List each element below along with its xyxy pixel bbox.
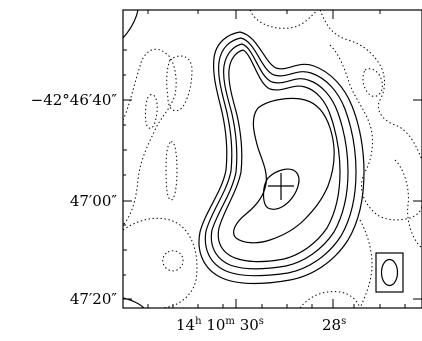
beam-ellipse [380, 258, 399, 287]
pos-contour-level-4 [217, 49, 341, 263]
pos-contour-level-5 [233, 97, 335, 244]
y-tick-label-1: −42°46′40″ [30, 91, 117, 109]
x-tick-1-m-unit: m [225, 316, 235, 327]
source-cross-marker [268, 173, 294, 200]
plot-frame [122, 9, 422, 309]
x-tick-1-hours: 14 [176, 316, 196, 334]
x-tick-label-1: 14h 10m 30s [176, 316, 264, 334]
x-tick-2-s-unit: s [341, 316, 347, 327]
pos-contour-core [262, 168, 300, 210]
corner-contour-top-left [123, 10, 139, 39]
x-tick-1-h-unit: h [195, 316, 202, 327]
neg-contour-left-lower [123, 217, 198, 308]
neg-contour-right-main [319, 10, 422, 161]
x-tick-1-s-unit: s [258, 316, 264, 327]
neg-contour-right-edge [394, 159, 422, 249]
neg-contour-right-top-blob [362, 68, 383, 97]
beam-box [375, 252, 404, 293]
y-tick-label-3: 47′20″ [69, 290, 117, 308]
pos-contour-level-3 [210, 43, 349, 270]
neg-contour-top [249, 10, 319, 29]
neg-contour-right-lower [359, 219, 373, 308]
neg-contour-left-long [123, 48, 177, 226]
neg-contour-left-thin [165, 141, 178, 201]
neg-contour-right-wave [329, 44, 422, 221]
x-tick-2-seconds: 28 [322, 316, 342, 334]
beam-indicator [375, 252, 404, 293]
axis-ticks [123, 10, 422, 308]
negative-contours [123, 10, 422, 308]
y-tick-label-2: 47′00″ [69, 192, 117, 210]
neg-contour-small-bottom [162, 250, 184, 272]
positive-contours [198, 31, 365, 285]
pos-contour-level-2 [204, 37, 357, 277]
neg-contour-bottom-right [299, 291, 361, 308]
pos-contour-level-1 [198, 31, 365, 285]
x-tick-1-seconds: 30 [239, 316, 259, 334]
neg-contour-left-blob [166, 55, 193, 112]
x-tick-1-minutes: 10 [206, 316, 226, 334]
neg-contour-left-oval [144, 94, 158, 129]
x-tick-label-2: 28s [322, 316, 346, 334]
